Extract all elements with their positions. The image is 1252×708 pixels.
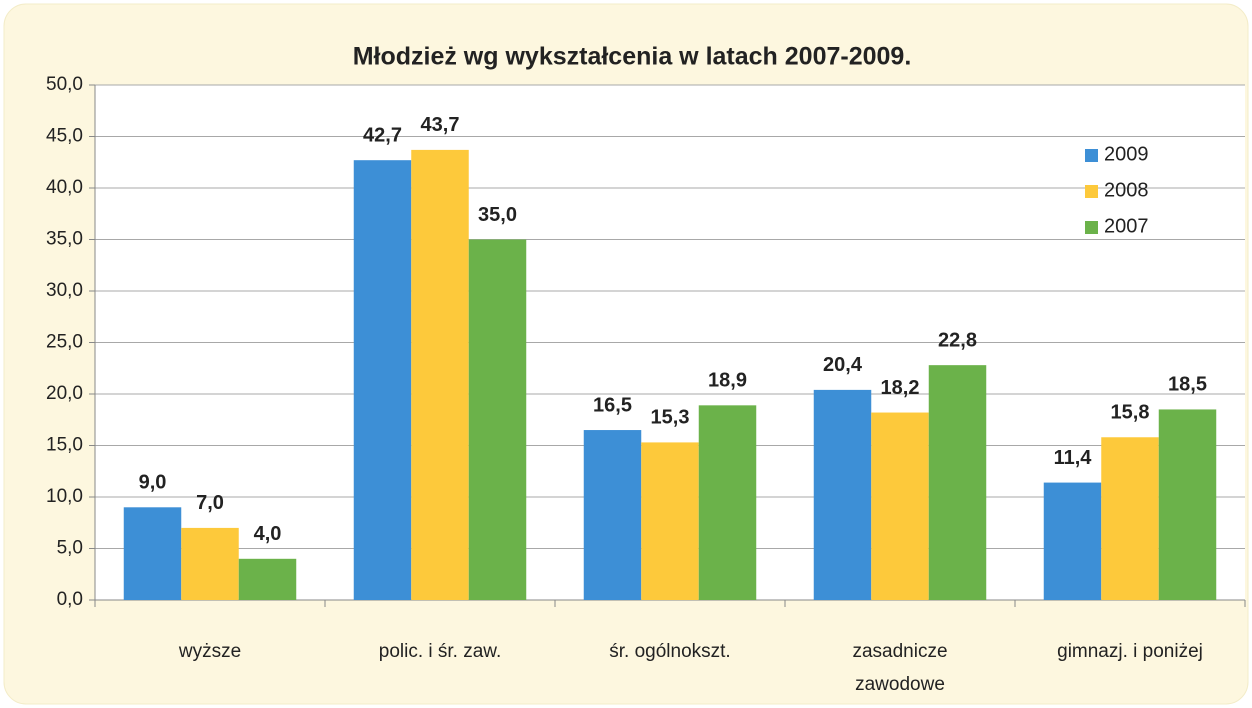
legend-swatch	[1085, 185, 1098, 198]
bar	[123, 507, 182, 600]
bar	[353, 160, 412, 600]
bar	[1043, 482, 1102, 600]
x-tick-label: wyższe	[178, 641, 242, 662]
data-label: 4,0	[254, 523, 282, 545]
data-label: 18,2	[881, 377, 920, 399]
bar	[468, 239, 527, 600]
legend-label: 2008	[1104, 179, 1149, 201]
bar	[181, 527, 239, 600]
bar	[1158, 409, 1217, 600]
chart-title: Młodzież wg wykształcenia w latach 2007-…	[353, 43, 912, 71]
data-label: 15,3	[651, 407, 690, 429]
data-label: 43,7	[421, 114, 460, 136]
bar	[583, 430, 642, 600]
y-tick-label: 25,0	[46, 332, 83, 353]
data-label: 20,4	[823, 354, 863, 376]
x-tick-label: zasadnicze zawodowe	[852, 641, 948, 695]
legend-swatch	[1085, 221, 1098, 234]
x-tick-label: gimnazj. i poniżej	[1057, 641, 1203, 662]
y-tick-label: 0,0	[57, 589, 83, 610]
legend-label: 2009	[1104, 143, 1149, 165]
data-label: 16,5	[593, 394, 632, 416]
data-label: 7,0	[196, 492, 224, 514]
y-tick-label: 10,0	[46, 486, 83, 507]
bar	[641, 442, 699, 600]
y-tick-label: 45,0	[46, 126, 83, 147]
data-label: 22,8	[938, 329, 977, 351]
bar	[928, 365, 987, 600]
legend-label: 2007	[1104, 215, 1149, 237]
data-label: 35,0	[478, 204, 517, 226]
data-label: 9,0	[139, 472, 167, 494]
data-label: 11,4	[1054, 447, 1093, 469]
data-label: 18,5	[1168, 374, 1207, 396]
y-tick-label: 40,0	[46, 177, 83, 198]
data-label: 18,9	[708, 370, 747, 392]
y-tick-label: 5,0	[57, 538, 83, 559]
bar	[698, 405, 757, 600]
bar	[411, 149, 469, 600]
x-tick-label: śr. ogólnokszt.	[609, 641, 731, 662]
bar	[871, 412, 929, 600]
data-label: 15,8	[1111, 402, 1150, 424]
bar	[1101, 437, 1159, 600]
bar	[813, 389, 872, 600]
data-label: 42,7	[363, 124, 402, 146]
bar	[238, 558, 297, 600]
y-tick-label: 20,0	[46, 383, 83, 404]
y-tick-label: 50,0	[46, 74, 83, 95]
x-tick-label: polic. i śr. zaw.	[378, 641, 502, 662]
legend-swatch	[1085, 149, 1098, 162]
y-tick-label: 35,0	[46, 229, 83, 250]
y-tick-label: 30,0	[46, 280, 83, 301]
y-tick-label: 15,0	[46, 435, 83, 456]
